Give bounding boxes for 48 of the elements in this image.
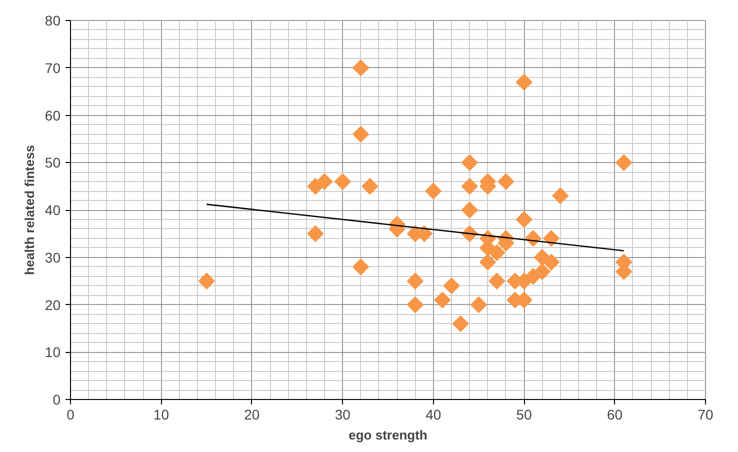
y-axis-title: health related fintess (22, 144, 37, 276)
point (198, 272, 215, 290)
point (434, 292, 451, 308)
y-tick-label: 60 (44, 107, 61, 124)
point (480, 254, 496, 270)
point (443, 278, 460, 294)
point (334, 173, 351, 190)
point (461, 154, 478, 171)
point (406, 272, 424, 290)
point (543, 254, 560, 270)
point (488, 272, 506, 290)
point (616, 154, 632, 171)
x-tick-label: 60 (607, 406, 623, 422)
x-tick-label: 10 (153, 406, 170, 422)
y-tick-label: 30 (44, 249, 61, 266)
point (307, 225, 324, 242)
x-tick-label: 40 (426, 406, 442, 422)
x-tick-label: 50 (516, 406, 532, 422)
x-axis-title: ego strength (348, 428, 428, 442)
point (534, 263, 550, 280)
y-tick-label: 40 (44, 202, 61, 218)
point (498, 173, 514, 190)
x-tick-label: 0 (66, 406, 75, 422)
y-tick-label: 70 (44, 60, 61, 76)
point (352, 126, 370, 142)
x-tick-label: 70 (698, 406, 714, 422)
point (552, 188, 569, 204)
y-tick-label: 50 (44, 154, 61, 171)
y-tick-label: 80 (44, 12, 61, 28)
y-tick-label: 20 (44, 296, 61, 313)
point (516, 211, 532, 228)
point (352, 258, 370, 276)
point (452, 315, 469, 332)
point (352, 60, 370, 76)
point (406, 296, 424, 314)
point (425, 182, 442, 200)
point (470, 296, 487, 314)
x-tick-label: 30 (334, 406, 351, 422)
point (543, 230, 560, 247)
point (488, 244, 506, 261)
x-tick-label: 20 (244, 406, 260, 422)
point (461, 202, 478, 218)
y-tick-label: 0 (52, 392, 61, 408)
point (461, 178, 478, 195)
point (516, 74, 532, 90)
point (362, 178, 378, 195)
point (316, 173, 333, 190)
y-tick-label: 10 (44, 344, 61, 360)
